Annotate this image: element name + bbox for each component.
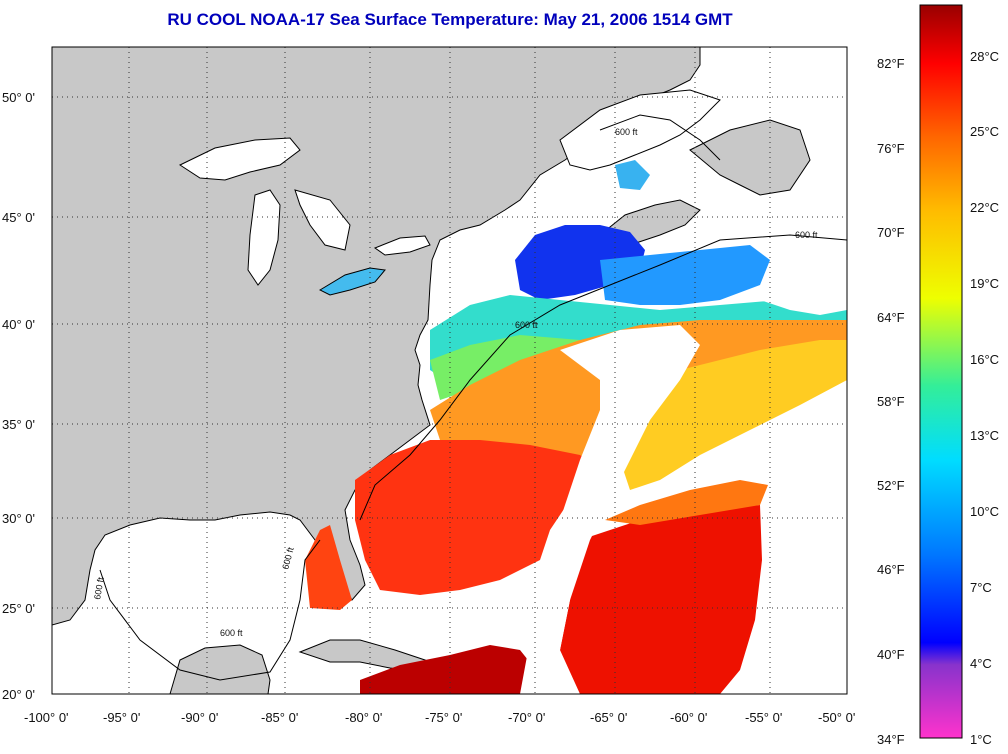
- lake-michigan: [247, 189, 281, 286]
- cb-c-22: 22°C: [970, 200, 999, 215]
- contour-label-new-england: 600 ft: [515, 320, 538, 330]
- map-title: RU COOL NOAA-17 Sea Surface Temperature:…: [167, 10, 733, 29]
- land-yucatan: [169, 644, 271, 694]
- cb-c-25: 25°C: [970, 124, 999, 139]
- cb-f-52: 52°F: [877, 478, 905, 493]
- cb-c-28: 28°C: [970, 49, 999, 64]
- contour-label-gulf-south: 600 ft: [220, 628, 243, 638]
- lon-axis: -100° 0' -95° 0' -90° 0' -85° 0' -80° 0'…: [24, 710, 855, 725]
- lon-tick-100: -100° 0': [24, 710, 69, 725]
- cloud-gap-northeast: [760, 280, 847, 315]
- cb-c-10: 10°C: [970, 504, 999, 519]
- lat-tick-40: 40° 0': [2, 317, 35, 332]
- cb-f-40: 40°F: [877, 647, 905, 662]
- cb-c-4: 4°C: [970, 656, 992, 671]
- cb-f-64: 64°F: [877, 310, 905, 325]
- lake-ontario: [373, 235, 431, 256]
- lake-erie: [318, 267, 386, 296]
- cb-f-34: 34°F: [877, 732, 905, 747]
- gulf-st-lawrence: [559, 89, 721, 171]
- cb-c-1: 1°C: [970, 732, 992, 747]
- lon-tick-70: -70° 0': [508, 710, 545, 725]
- lat-tick-45: 45° 0': [2, 210, 35, 225]
- sst-cool-shelf: [600, 245, 770, 305]
- colorbar: [919, 4, 963, 739]
- sst-darkred-caribbean: [360, 645, 540, 694]
- isobath-600ft: [99, 114, 847, 681]
- lat-tick-30: 30° 0': [2, 511, 35, 526]
- cb-f-82: 82°F: [877, 56, 905, 71]
- lat-tick-25: 25° 0': [2, 601, 35, 616]
- lon-tick-95: -95° 0': [103, 710, 140, 725]
- lon-tick-60: -60° 0': [670, 710, 707, 725]
- lake-huron: [294, 189, 351, 251]
- plot-border: [51, 46, 848, 695]
- cb-f-76: 76°F: [877, 141, 905, 156]
- lake-superior: [178, 137, 301, 181]
- lat-tick-20: 20° 0': [2, 687, 35, 702]
- cb-c-7: 7°C: [970, 580, 992, 595]
- colorbar-fahrenheit-labels: 82°F 76°F 70°F 64°F 58°F 52°F 46°F 40°F …: [877, 56, 905, 747]
- lon-tick-55: -55° 0': [745, 710, 782, 725]
- lon-tick-50: -50° 0': [818, 710, 855, 725]
- land-maritimes: [689, 119, 811, 196]
- sst-red-south-atlantic: [560, 505, 762, 694]
- lon-tick-85: -85° 0': [261, 710, 298, 725]
- cb-c-13: 13°C: [970, 428, 999, 443]
- contour-label-gulf-west: 600 ft: [92, 576, 106, 600]
- cb-c-16: 16°C: [970, 352, 999, 367]
- colorbar-celsius-labels: 28°C 25°C 22°C 19°C 16°C 13°C 10°C 7°C 4…: [970, 49, 999, 747]
- lon-tick-90: -90° 0': [181, 710, 218, 725]
- lon-tick-75: -75° 0': [425, 710, 462, 725]
- contour-label-st-lawrence: 600 ft: [615, 127, 638, 137]
- lon-tick-80: -80° 0': [345, 710, 382, 725]
- cloud-gap-central: [520, 325, 700, 694]
- cb-c-19: 19°C: [970, 276, 999, 291]
- cb-f-58: 58°F: [877, 394, 905, 409]
- lon-tick-65: -65° 0': [590, 710, 627, 725]
- lat-tick-50: 50° 0': [2, 90, 35, 105]
- sst-orange-band: [605, 480, 768, 525]
- contour-label-nova-scotia: 600 ft: [795, 230, 818, 240]
- lat-tick-35: 35° 0': [2, 417, 35, 432]
- cold-water-st-lawrence: [615, 160, 650, 190]
- cb-f-46: 46°F: [877, 562, 905, 577]
- cb-f-70: 70°F: [877, 225, 905, 240]
- sst-red-gulf-florida: [305, 525, 352, 610]
- lat-axis: 50° 0' 45° 0' 40° 0' 35° 0' 30° 0' 25° 0…: [2, 90, 35, 702]
